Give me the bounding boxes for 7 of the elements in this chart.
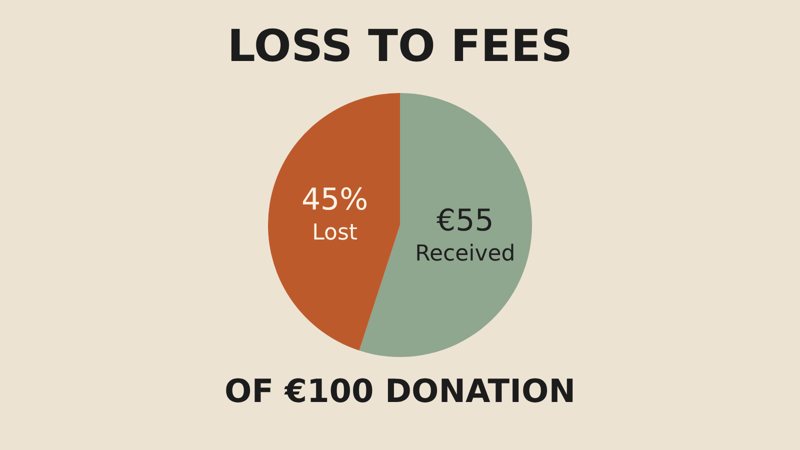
slice-label: Received xyxy=(415,241,516,266)
pie-slice xyxy=(268,93,400,351)
data-label: €55 xyxy=(436,203,494,238)
data-label: 45% xyxy=(301,182,368,218)
chart-title: LOSS TO FEES xyxy=(227,21,573,72)
slice-label: Lost xyxy=(312,220,358,246)
text: OF €100 DONATION xyxy=(224,372,576,410)
